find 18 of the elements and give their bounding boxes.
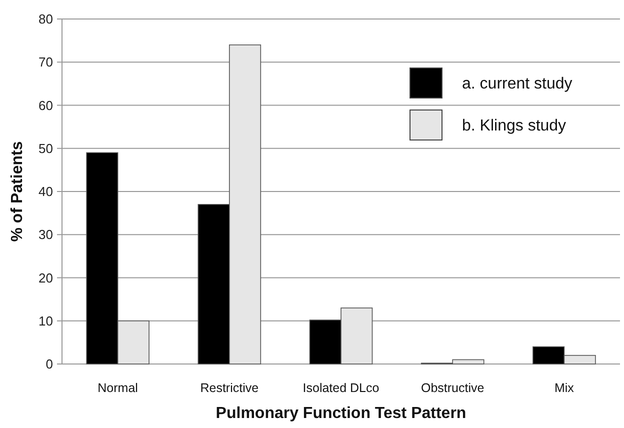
y-tick-label: 50 (38, 140, 53, 156)
y-tick-label: 60 (38, 98, 53, 113)
x-tick-label: Normal (98, 381, 138, 395)
y-tick-label: 80 (38, 12, 53, 27)
y-tick-label: 70 (38, 54, 53, 70)
y-tick-label: 30 (38, 227, 53, 242)
x-axis-title: Pulmonary Function Test Pattern (216, 405, 466, 422)
x-tick-label: Isolated DLco (302, 381, 380, 395)
x-tick-label: Obstructive (420, 381, 484, 395)
legend-label: a. current study (462, 76, 572, 93)
x-tick-label: Mix (554, 381, 575, 395)
y-tick-label: 10 (38, 313, 53, 328)
legend-label: b. Klings study (462, 118, 566, 135)
x-tick-label: Restrictive (200, 381, 259, 395)
y-tick-label: 20 (38, 270, 53, 286)
y-tick-label: 0 (46, 356, 53, 372)
y-tick-label: 40 (38, 184, 53, 200)
y-axis-title: % of Patients (9, 141, 26, 242)
